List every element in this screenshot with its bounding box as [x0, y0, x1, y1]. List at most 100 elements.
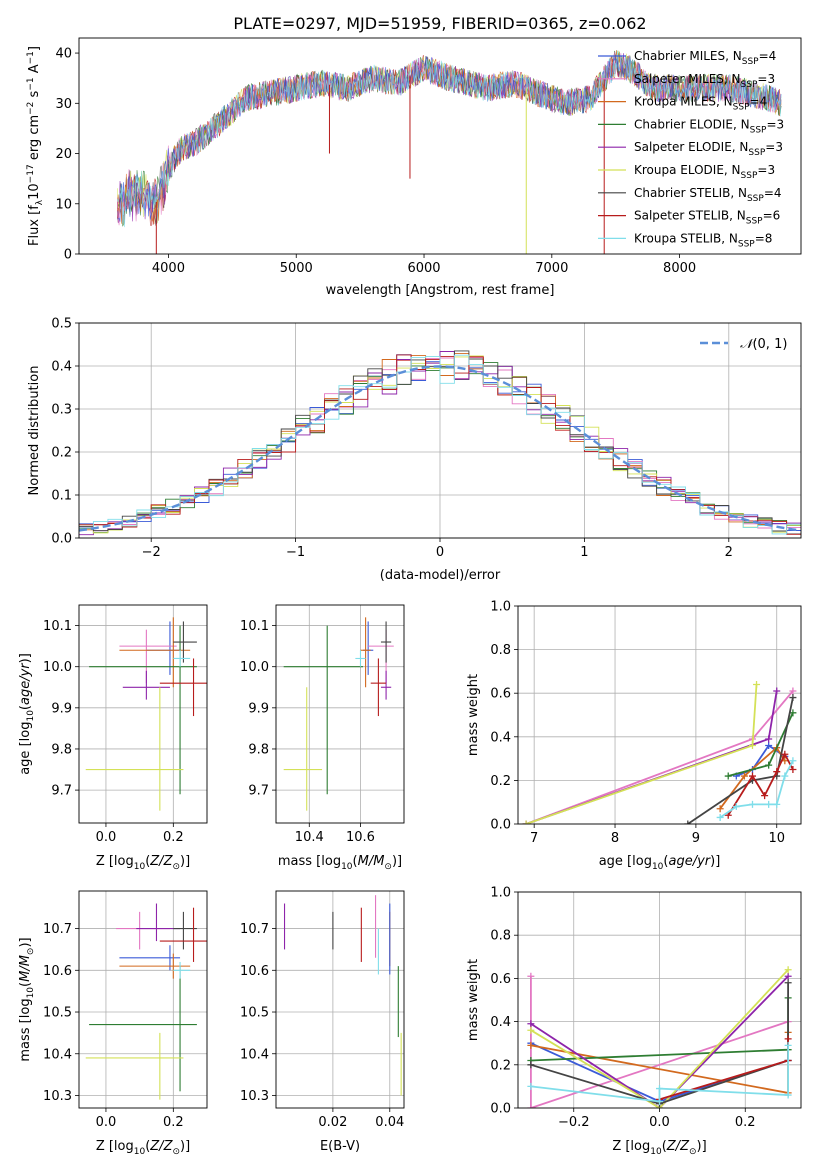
- x-tick-label: 10: [768, 831, 785, 846]
- weight-marker: [761, 792, 769, 800]
- legend-label: Chabrier MILES, NSSP=4: [634, 49, 776, 67]
- y-tick-label: 10.7: [43, 922, 72, 937]
- x-tick-label: 10.4: [295, 830, 324, 845]
- y-tick-label: 10.3: [43, 1089, 72, 1104]
- weight-marker: [765, 800, 773, 808]
- x-tick-label: 2: [725, 545, 733, 560]
- weight-marker: [784, 966, 792, 974]
- y-tick-label: 30: [55, 97, 72, 112]
- legend-label: Chabrier STELIB, NSSP=4: [634, 186, 782, 204]
- x-tick-label: 0.0: [96, 1115, 117, 1130]
- x-tick-label: 6000: [407, 261, 440, 276]
- y-tick-label: 10.0: [240, 660, 269, 675]
- axes-frame: [78, 604, 208, 824]
- y-axis-label: age [log10(age/yr)]: [18, 653, 36, 775]
- x-tick-label: 8000: [663, 261, 696, 276]
- y-axis-label: Normed distribution: [27, 366, 42, 496]
- axes: [79, 605, 207, 823]
- y-axis-label: Flux [fλ10−17 erg cm−2 s−1 A−1]: [26, 46, 45, 246]
- y-axis-label: mass weight: [466, 959, 481, 1041]
- weight-line-kroupa-elodie: [525, 684, 758, 824]
- y-tick-label: 10.1: [240, 619, 269, 634]
- y-tick-label: 0.8: [490, 643, 511, 658]
- y-tick-label: 10.1: [43, 619, 72, 634]
- legend: Chabrier MILES, NSSP=4 Salpeter MILES, NS…: [598, 49, 784, 249]
- weight-marker: [522, 820, 530, 824]
- y-tick-label: 0.2: [490, 774, 511, 789]
- axes: [518, 605, 801, 825]
- axes: [518, 891, 801, 1109]
- weight-marker: [748, 772, 756, 780]
- weight-marker: [784, 1091, 792, 1099]
- ticks: 0.02 0.04 10.3 10.4 10.5 10.6 10.7: [240, 890, 405, 1130]
- legend-label: Salpeter MILES, NSSP=3: [634, 72, 775, 90]
- y-tick-label: 9.9: [51, 701, 72, 716]
- weight-marker: [784, 1035, 792, 1043]
- weight-marker: [773, 687, 781, 695]
- figure-title: PLATE=0297, MJD=51959, FIBERID=0365, z=0…: [233, 14, 646, 33]
- y-tick-label: 0.5: [51, 317, 72, 332]
- ticks: 0.0 0.2 10.3 10.4 10.5 10.6 10.7: [43, 890, 208, 1130]
- y-tick-label: 10.4: [43, 1047, 72, 1062]
- y-tick-label: 1.0: [490, 600, 511, 615]
- weight-marker: [784, 972, 792, 980]
- weight-series: [522, 680, 797, 824]
- x-tick-label: 9: [692, 831, 700, 846]
- x-axis-label: age [log10(age/yr)]: [599, 854, 721, 872]
- y-tick-label: 40: [55, 47, 72, 62]
- weight-line-salpeter-stelib: [727, 752, 794, 816]
- y-tick-label: 0.4: [51, 360, 72, 375]
- axes-frame: [275, 890, 405, 1109]
- weight-marker: [527, 1041, 535, 1049]
- weight-series: [527, 966, 792, 1108]
- y-tick-label: 0.0: [51, 532, 72, 547]
- spectrum-series: [117, 49, 782, 254]
- y-tick-label: 20: [55, 147, 72, 162]
- y-tick-label: 0.0: [490, 818, 511, 833]
- weight-marker: [527, 1104, 535, 1108]
- x-tick-label: 5000: [280, 261, 313, 276]
- y-tick-label: 0.1: [51, 489, 72, 504]
- weight-marker: [527, 972, 535, 980]
- weight-marker: [527, 1082, 535, 1090]
- x-tick-label: −2: [142, 545, 161, 560]
- weight-line-chabrier-stelib: [530, 982, 789, 1105]
- y-tick-label: 9.7: [51, 784, 72, 799]
- x-axis-label: E(B-V): [320, 1139, 360, 1154]
- axes: [79, 891, 207, 1108]
- x-tick-label: 0.2: [163, 830, 184, 845]
- x-tick-label: 0: [436, 545, 444, 560]
- y-tick-label: 0.4: [490, 730, 511, 745]
- x-tick-label: −1: [286, 545, 305, 560]
- y-axis-label: mass [log10(M/M⊙)]: [18, 937, 36, 1061]
- y-tick-label: 10.5: [43, 1006, 72, 1021]
- errorbar-series: [283, 895, 402, 1096]
- y-tick-label: 10.3: [240, 1089, 269, 1104]
- y-tick-label: 0.4: [490, 1015, 511, 1030]
- y-tick-label: 9.7: [248, 784, 269, 799]
- y-tick-label: 10.5: [240, 1006, 269, 1021]
- ticks: −0.2 0.0 0.2 0.0 0.2 0.4 0.6 0.8 1.0: [490, 886, 802, 1130]
- weight-line-chabrier-stelib: [687, 697, 794, 824]
- y-tick-label: 10.6: [43, 964, 72, 979]
- ticks: 0.0 0.2 9.7 9.8 9.9 10.0 10.1: [43, 604, 208, 845]
- weight-marker: [765, 761, 773, 769]
- axes-frame: [517, 605, 802, 825]
- weight-marker: [527, 1020, 535, 1028]
- errorbar-series: [85, 903, 207, 1100]
- axes: [276, 891, 404, 1108]
- errorbar-series: [283, 617, 394, 811]
- y-tick-label: 9.9: [248, 701, 269, 716]
- ticks: 7 8 9 10 0.0 0.2 0.4 0.6 0.8 1.0: [490, 600, 802, 846]
- axes-frame: [78, 37, 802, 255]
- legend-label: Kroupa MILES, NSSP=4: [634, 95, 767, 113]
- weight-marker: [527, 1061, 535, 1069]
- weight-line-salpeter-elodie: [525, 690, 778, 824]
- weight-marker: [748, 800, 756, 808]
- x-axis-label: Z [log10(Z/Z⊙)]: [96, 854, 190, 872]
- x-tick-label: −0.2: [558, 1115, 590, 1130]
- x-tick-label: 0.02: [318, 1115, 347, 1130]
- y-tick-label: 10.4: [240, 1047, 269, 1062]
- y-tick-label: 0.2: [51, 446, 72, 461]
